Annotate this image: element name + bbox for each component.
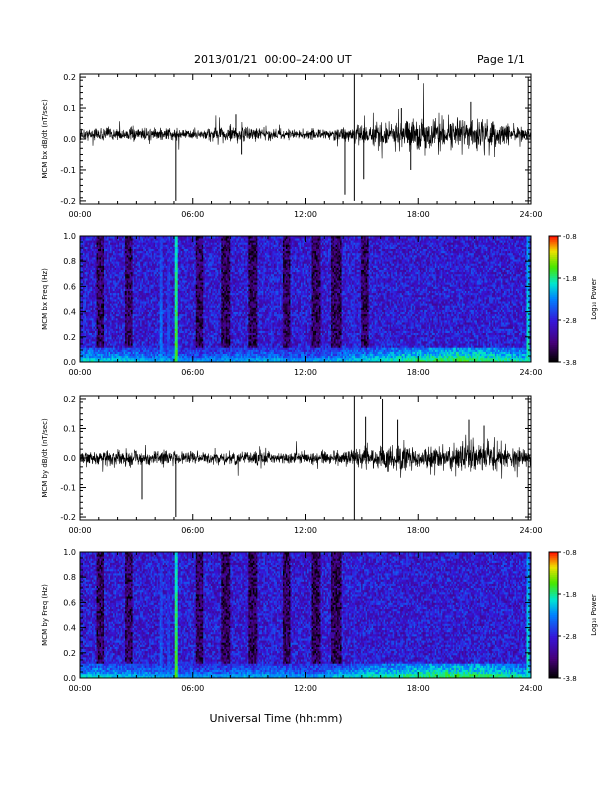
bx-timeseries-frame xyxy=(80,74,531,204)
bx-timeseries-ytick-label: 0.0 xyxy=(63,135,76,144)
bx-timeseries-ytick-label: -0.2 xyxy=(60,197,76,206)
bx-timeseries-ylabel: MCM bx dB/dt (nT/sec) xyxy=(41,99,49,179)
bx-spectrogram-cells xyxy=(80,236,531,362)
bx-timeseries-ytick-label: 0.2 xyxy=(63,73,76,82)
plot-page: 2013/01/21 00:00–24:00 UT Page 1/1 00:00… xyxy=(0,0,612,792)
bx-timeseries-xtick-label: 06:00 xyxy=(181,210,204,219)
bx-spectrogram-panel: 00:00 06:00 12:00 18:00 24:001.00.80.60.40.2… xyxy=(41,232,543,377)
bx-timeseries-ytick-label: -0.1 xyxy=(60,166,76,175)
figure-canvas: 00:00 06:00 12:00 18:00 24:00 0.2 0.1 0.0 -0.1 -0… xyxy=(0,0,612,792)
bx-timeseries-xtick-label: 18:00 xyxy=(407,210,430,219)
bx-timeseries-xtick-label: 24:00 xyxy=(519,210,542,219)
bx-timeseries-xtick-label: 12:00 xyxy=(294,210,317,219)
bx-timeseries-ytick-label: 0.1 xyxy=(63,104,76,113)
bx-timeseries-trace xyxy=(80,83,531,158)
bx-timeseries-panel: 00:00 06:00 12:00 18:00 24:00 0.2 0.1 0.0 -0.1 -0… xyxy=(41,73,543,219)
bx-timeseries-xtick-label: 00:00 xyxy=(68,210,91,219)
